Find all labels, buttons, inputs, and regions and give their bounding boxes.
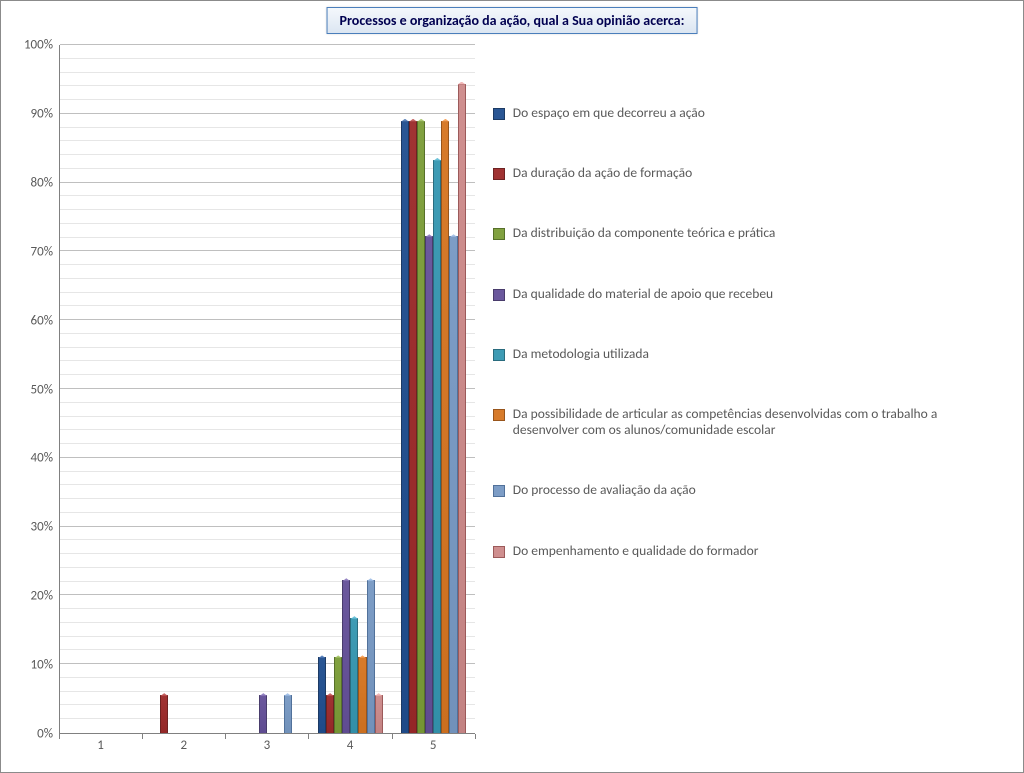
- legend: Do espaço em que decorreu a ação Da duraç…: [475, 45, 1009, 758]
- y-tick-label: 90%: [31, 106, 53, 121]
- chart-frame: Processos e organização da ação, qual a …: [0, 0, 1024, 773]
- y-tick-label: 40%: [31, 451, 53, 466]
- y-tick-label: 0%: [37, 727, 53, 742]
- legend-item: Do processo de avaliação da ação: [493, 482, 1003, 498]
- legend-item: Da possibilidade de articular as competê…: [493, 406, 1003, 438]
- legend-label: Do processo de avaliação da ação: [513, 482, 696, 498]
- bar: [449, 236, 457, 733]
- bar: [375, 695, 383, 733]
- plot-area: [59, 45, 475, 734]
- bar: [401, 121, 409, 733]
- legend-label: Do empenhamento e qualidade do formador: [513, 543, 759, 559]
- bars-layer: [60, 45, 475, 733]
- y-axis: 0%10%20%30%40%50%60%70%80%90%100%: [15, 45, 59, 734]
- x-tick: [308, 734, 313, 739]
- bar: [358, 657, 366, 733]
- x-tick: [392, 734, 397, 739]
- legend-item: Da qualidade do material de apoio que re…: [493, 286, 1003, 302]
- legend-swatch: [493, 228, 505, 240]
- x-tick-label: 4: [347, 738, 354, 753]
- bar: [433, 160, 441, 733]
- bar: [367, 580, 375, 733]
- legend-swatch: [493, 409, 505, 421]
- bar: [417, 121, 425, 733]
- legend-swatch: [493, 289, 505, 301]
- legend-item: Do empenhamento e qualidade do formador: [493, 543, 1003, 559]
- legend-item: Da metodologia utilizada: [493, 346, 1003, 362]
- y-tick-label: 10%: [31, 658, 53, 673]
- x-axis-row: 1 2 3 4 5: [15, 734, 475, 758]
- x-tick: [59, 734, 64, 739]
- legend-swatch: [493, 349, 505, 361]
- x-tick: [475, 734, 480, 739]
- plot-row: 0%10%20%30%40%50%60%70%80%90%100%: [15, 45, 475, 734]
- y-tick-label: 80%: [31, 175, 53, 190]
- bar: [259, 695, 267, 733]
- bar: [334, 657, 342, 733]
- legend-label: Da metodologia utilizada: [513, 346, 649, 362]
- chart-wrap: 0%10%20%30%40%50%60%70%80%90%100% 12345 …: [15, 45, 1009, 758]
- bar: [326, 695, 334, 733]
- legend-label: Da possibilidade de articular as competê…: [513, 406, 1003, 438]
- legend-swatch: [493, 108, 505, 120]
- legend-item: Da distribuição da componente teórica e …: [493, 225, 1003, 241]
- bar: [409, 121, 417, 733]
- legend-label: Da distribuição da componente teórica e …: [513, 225, 776, 241]
- legend-item: Do espaço em que decorreu a ação: [493, 105, 1003, 121]
- x-tick: [225, 734, 230, 739]
- legend-swatch: [493, 168, 505, 180]
- plot-column: 0%10%20%30%40%50%60%70%80%90%100% 12345: [15, 45, 475, 758]
- bar: [318, 657, 326, 733]
- bar: [342, 580, 350, 733]
- legend-item: Da duração da ação de formação: [493, 165, 1003, 181]
- y-tick-label: 30%: [31, 520, 53, 535]
- x-axis: 1 2 3 4 5: [59, 734, 475, 758]
- y-tick-label: 100%: [24, 38, 53, 53]
- legend-swatch: [493, 485, 505, 497]
- y-tick-label: 60%: [31, 313, 53, 328]
- x-tick: [142, 734, 147, 739]
- bar: [425, 236, 433, 733]
- y-tick-label: 70%: [31, 244, 53, 259]
- legend-label: Do espaço em que decorreu a ação: [513, 105, 705, 121]
- bar: [350, 618, 358, 733]
- x-tick-label: 1: [97, 738, 104, 753]
- bar: [441, 121, 449, 733]
- y-tick-label: 20%: [31, 589, 53, 604]
- x-tick-label: 5: [430, 738, 437, 753]
- legend-label: Da qualidade do material de apoio que re…: [513, 286, 773, 302]
- legend-label: Da duração da ação de formação: [513, 165, 692, 181]
- x-tick-label: 2: [180, 738, 187, 753]
- chart-title: Processos e organização da ação, qual a …: [327, 7, 698, 34]
- bar: [284, 695, 292, 733]
- x-tick-label: 3: [264, 738, 271, 753]
- bar: [458, 84, 466, 733]
- legend-swatch: [493, 546, 505, 558]
- y-tick-label: 50%: [31, 382, 53, 397]
- bar: [160, 695, 168, 733]
